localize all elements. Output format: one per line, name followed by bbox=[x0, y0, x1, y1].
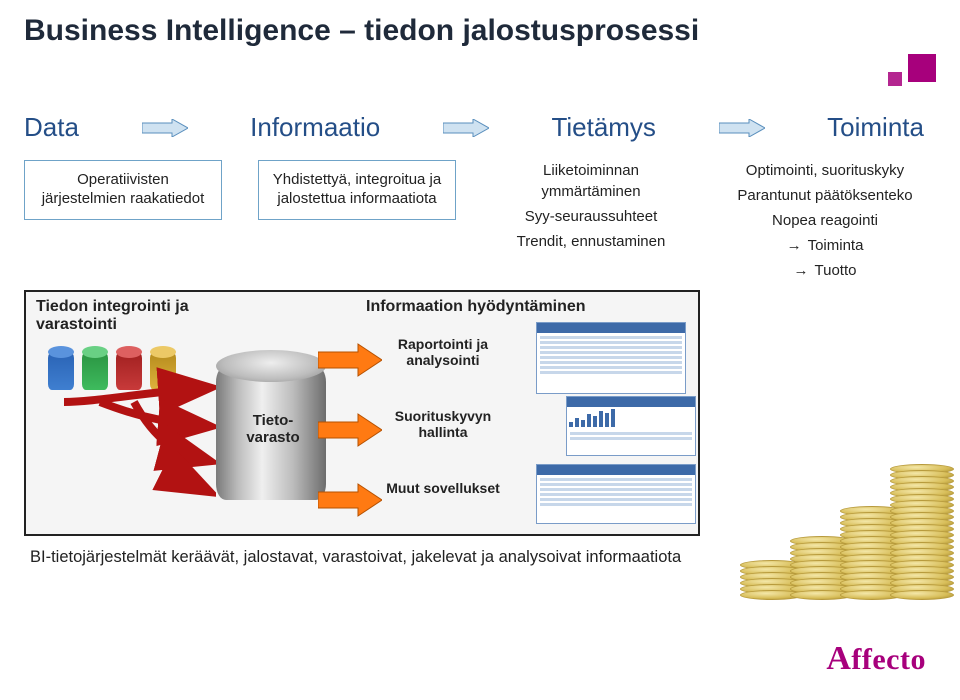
stage-toiminta: Toiminta bbox=[827, 112, 924, 143]
reporting-label: Raportointi ja analysointi bbox=[378, 336, 508, 368]
info-description-box: Yhdistettyä, integroitua ja jalostettua … bbox=[258, 160, 456, 220]
data-warehouse-label: Tieto- varasto bbox=[232, 412, 314, 446]
app-screenshot-icon bbox=[536, 464, 696, 524]
knowledge-description: Liiketoiminnan ymmärtäminen Syy-seurauss… bbox=[492, 160, 690, 252]
arrow-right-icon: → bbox=[794, 260, 809, 281]
stage-tietamys: Tietämys bbox=[551, 112, 656, 143]
other-apps-label: Muut sovellukset bbox=[378, 480, 508, 496]
arrow-icon bbox=[719, 119, 765, 137]
info-utilisation-label: Informaation hyödyntäminen bbox=[366, 298, 586, 316]
app-screenshot-icon bbox=[566, 396, 696, 456]
affecto-logo: Affecto bbox=[826, 640, 926, 678]
arrow-icon bbox=[443, 119, 489, 137]
stage-flow: Data Informaatio Tietämys Toiminta bbox=[24, 112, 924, 143]
process-diagram: Tiedon integrointi ja varastointi Inform… bbox=[24, 290, 700, 536]
stage-informaatio: Informaatio bbox=[250, 112, 380, 143]
performance-label: Suorituskyvyn hallinta bbox=[378, 408, 508, 440]
integration-label: Tiedon integrointi ja varastointi bbox=[36, 298, 236, 335]
output-arrow-icon bbox=[318, 412, 382, 453]
coin-stacks-icon bbox=[730, 350, 960, 600]
action-description: Optimointi, suorituskyky Parantunut päät… bbox=[726, 160, 924, 281]
arrow-right-icon: → bbox=[787, 235, 802, 256]
output-arrow-icon bbox=[318, 342, 382, 383]
data-description-box: Operatiivisten järjestelmien raakatiedot bbox=[24, 160, 222, 220]
feed-arrow-icon bbox=[56, 352, 216, 502]
app-screenshot-icon bbox=[536, 322, 686, 394]
page-title: Business Intelligence – tiedon jalostusp… bbox=[24, 14, 699, 48]
arrow-icon bbox=[142, 119, 188, 137]
stage-columns: Operatiivisten järjestelmien raakatiedot… bbox=[24, 160, 924, 281]
stage-data: Data bbox=[24, 112, 79, 143]
output-arrow-icon bbox=[318, 482, 382, 523]
process-caption: BI-tietojärjestelmät keräävät, jalostava… bbox=[30, 548, 681, 567]
